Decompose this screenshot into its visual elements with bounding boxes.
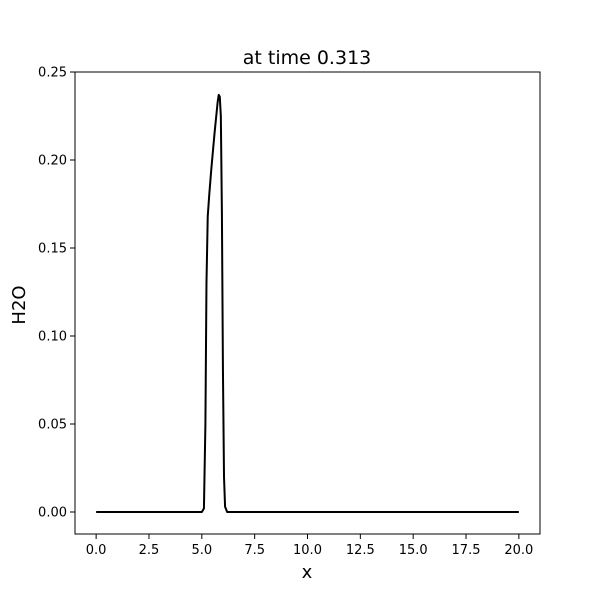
x-tick-label: 20.0 bbox=[504, 543, 533, 558]
x-tick-label: 15.0 bbox=[399, 543, 428, 558]
y-axis-label: H2O bbox=[9, 285, 30, 324]
x-tick-label: 5.0 bbox=[191, 543, 212, 558]
y-axis: 0.00 0.05 0.10 0.15 0.20 0.25 bbox=[38, 66, 75, 521]
series-line-0 bbox=[96, 93, 519, 513]
x-axis-label: x bbox=[302, 562, 313, 583]
x-tick-label: 10.0 bbox=[293, 543, 322, 558]
x-tick-label: 12.5 bbox=[346, 543, 375, 558]
y-tick-label: 0.20 bbox=[38, 154, 67, 169]
chart-title: at time 0.313 bbox=[243, 47, 372, 69]
x-axis: 0.0 2.5 5.0 7.5 10.0 12.5 15.0 17.5 20.0 bbox=[86, 534, 533, 558]
x-tick-label: 2.5 bbox=[139, 543, 160, 558]
y-tick-label: 0.00 bbox=[38, 506, 67, 521]
y-tick-label: 0.10 bbox=[38, 330, 67, 345]
plot-area bbox=[96, 93, 519, 513]
y-tick-label: 0.25 bbox=[38, 66, 67, 81]
y-tick-label: 0.15 bbox=[38, 242, 67, 257]
y-tick-label: 0.05 bbox=[38, 418, 67, 433]
x-tick-label: 0.0 bbox=[86, 543, 107, 558]
x-tick-label: 17.5 bbox=[452, 543, 481, 558]
x-tick-label: 7.5 bbox=[244, 543, 265, 558]
